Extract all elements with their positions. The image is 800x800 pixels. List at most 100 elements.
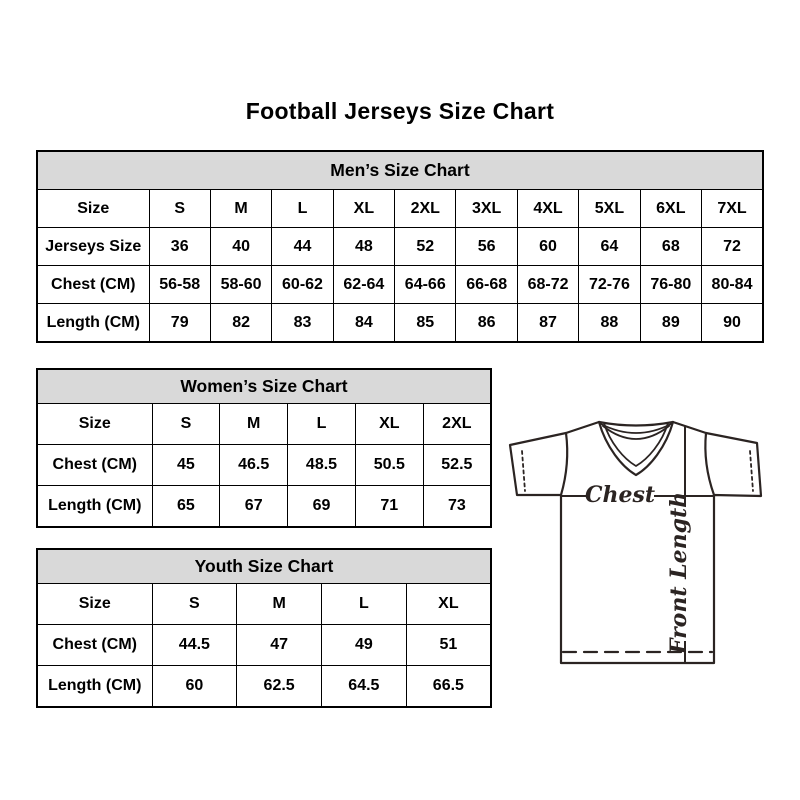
table-row: Chest (CM) 45 46.5 48.5 50.5 52.5 [36, 444, 492, 486]
cell-value: 80-84 [701, 265, 764, 304]
column-header: S [148, 189, 211, 228]
left-armhole-seam [559, 431, 569, 497]
cell-value: 44 [271, 227, 334, 266]
column-header: 4XL [516, 189, 580, 228]
cell-value: 40 [209, 227, 273, 266]
right-armhole-seam [704, 431, 716, 497]
size-table: Men’s Size Chart Size S M L XL 2XL 3XL 4XL 5XL 6XL… [36, 150, 764, 343]
cell-value: 49 [321, 624, 407, 666]
cell-value: 64 [578, 227, 641, 266]
table-row: Jerseys Size 36 40 44 48 52 56 60 64 68 72 [36, 227, 764, 266]
section-header-row: Youth Size Chart [36, 548, 492, 584]
cell-value: 60 [516, 227, 580, 266]
table-row: Chest (CM) 44.5 47 49 51 [36, 624, 492, 666]
cell-value: 87 [516, 303, 580, 343]
cell-value: 52 [394, 227, 457, 266]
table-row: Length (CM) 79 82 83 84 85 86 87 88 89 90 [36, 303, 764, 343]
row-label: Chest (CM) [36, 624, 153, 666]
womens-size-chart: Women’s Size Chart Size S M L XL 2XL Chest (CM)… [36, 368, 492, 528]
cell-value: 51 [405, 624, 492, 666]
cell-value: 45 [151, 444, 221, 486]
row-label: Size [36, 403, 153, 445]
column-header: 3XL [455, 189, 518, 228]
cell-value: 64.5 [321, 665, 407, 708]
cell-value: 72-76 [578, 265, 641, 304]
column-header: 2XL [422, 403, 492, 445]
row-label: Size [36, 189, 150, 228]
youth-size-chart: Youth Size Chart Size S M L XL Chest (CM) 44.5 4… [36, 548, 492, 708]
column-header: M [209, 189, 273, 228]
column-header: L [287, 403, 356, 445]
cell-value: 83 [271, 303, 334, 343]
column-header: XL [354, 403, 424, 445]
column-header: XL [405, 583, 492, 625]
column-header: 2XL [394, 189, 457, 228]
cell-value: 85 [394, 303, 457, 343]
cell-value: 89 [639, 303, 703, 343]
section-title: Women’s Size Chart [36, 368, 492, 404]
row-label: Jerseys Size [36, 227, 150, 266]
front-length-measure: Front Length [666, 426, 692, 663]
chest-label: Chest [585, 482, 655, 508]
cell-value: 50.5 [354, 444, 424, 486]
page-title: Football Jerseys Size Chart [245, 98, 555, 124]
cell-value: 69 [287, 485, 356, 528]
cell-value: 48 [332, 227, 396, 266]
cell-value: 52.5 [422, 444, 492, 486]
row-label: Chest (CM) [36, 265, 150, 304]
table-row: Chest (CM) 56-58 58-60 60-62 62-64 64-66 66-68… [36, 265, 764, 304]
column-header: 7XL [701, 189, 764, 228]
collar-top-edge [597, 420, 675, 427]
column-header: XL [332, 189, 396, 228]
column-header: M [219, 403, 289, 445]
table-row: Size S M L XL 2XL 3XL 4XL 5XL 6XL 7XL [36, 189, 764, 228]
cell-value: 71 [354, 485, 424, 528]
collar-v-inner [603, 422, 669, 467]
column-header: S [151, 403, 221, 445]
cell-value: 64-66 [394, 265, 457, 304]
section-header-row: Women’s Size Chart [36, 368, 492, 404]
cell-value: 88 [578, 303, 641, 343]
jersey-diagram-svg: Chest Front Length [508, 420, 763, 665]
front-length-label: Front Length [666, 492, 692, 655]
cell-value: 56 [455, 227, 518, 266]
cell-value: 73 [422, 485, 492, 528]
cell-value: 62-64 [332, 265, 396, 304]
row-label: Length (CM) [36, 303, 150, 343]
cell-value: 47 [236, 624, 322, 666]
cell-value: 48.5 [287, 444, 356, 486]
jersey-measurement-diagram: Chest Front Length [504, 398, 776, 670]
cell-value: 46.5 [219, 444, 289, 486]
section-header-row: Men’s Size Chart [36, 150, 764, 190]
table-row: Size S M L XL [36, 583, 492, 625]
cell-value: 68 [639, 227, 703, 266]
collar-v-outer [597, 420, 675, 477]
cell-value: 84 [332, 303, 396, 343]
row-label: Size [36, 583, 153, 625]
table-row: Size S M L XL 2XL [36, 403, 492, 445]
size-table: Youth Size Chart Size S M L XL Chest (CM) 44.5 4… [36, 548, 492, 708]
cell-value: 86 [455, 303, 518, 343]
cell-value: 67 [219, 485, 289, 528]
row-label: Length (CM) [36, 485, 153, 528]
column-header: L [321, 583, 407, 625]
row-label: Chest (CM) [36, 444, 153, 486]
size-table: Women’s Size Chart Size S M L XL 2XL Chest (CM)… [36, 368, 492, 528]
cell-value: 56-58 [148, 265, 211, 304]
cell-value: 65 [151, 485, 221, 528]
cell-value: 58-60 [209, 265, 273, 304]
cell-value: 72 [701, 227, 764, 266]
column-header: L [271, 189, 334, 228]
cell-value: 60-62 [271, 265, 334, 304]
cell-value: 90 [701, 303, 764, 343]
cell-value: 44.5 [151, 624, 238, 666]
column-header: M [236, 583, 322, 625]
cell-value: 79 [148, 303, 211, 343]
cell-value: 62.5 [236, 665, 322, 708]
left-cuff-stitch-line [521, 450, 526, 492]
cell-value: 66.5 [405, 665, 492, 708]
mens-size-chart: Men’s Size Chart Size S M L XL 2XL 3XL 4XL 5XL 6XL… [36, 150, 764, 343]
section-title: Youth Size Chart [36, 548, 492, 584]
table-row: Length (CM) 60 62.5 64.5 66.5 [36, 665, 492, 708]
